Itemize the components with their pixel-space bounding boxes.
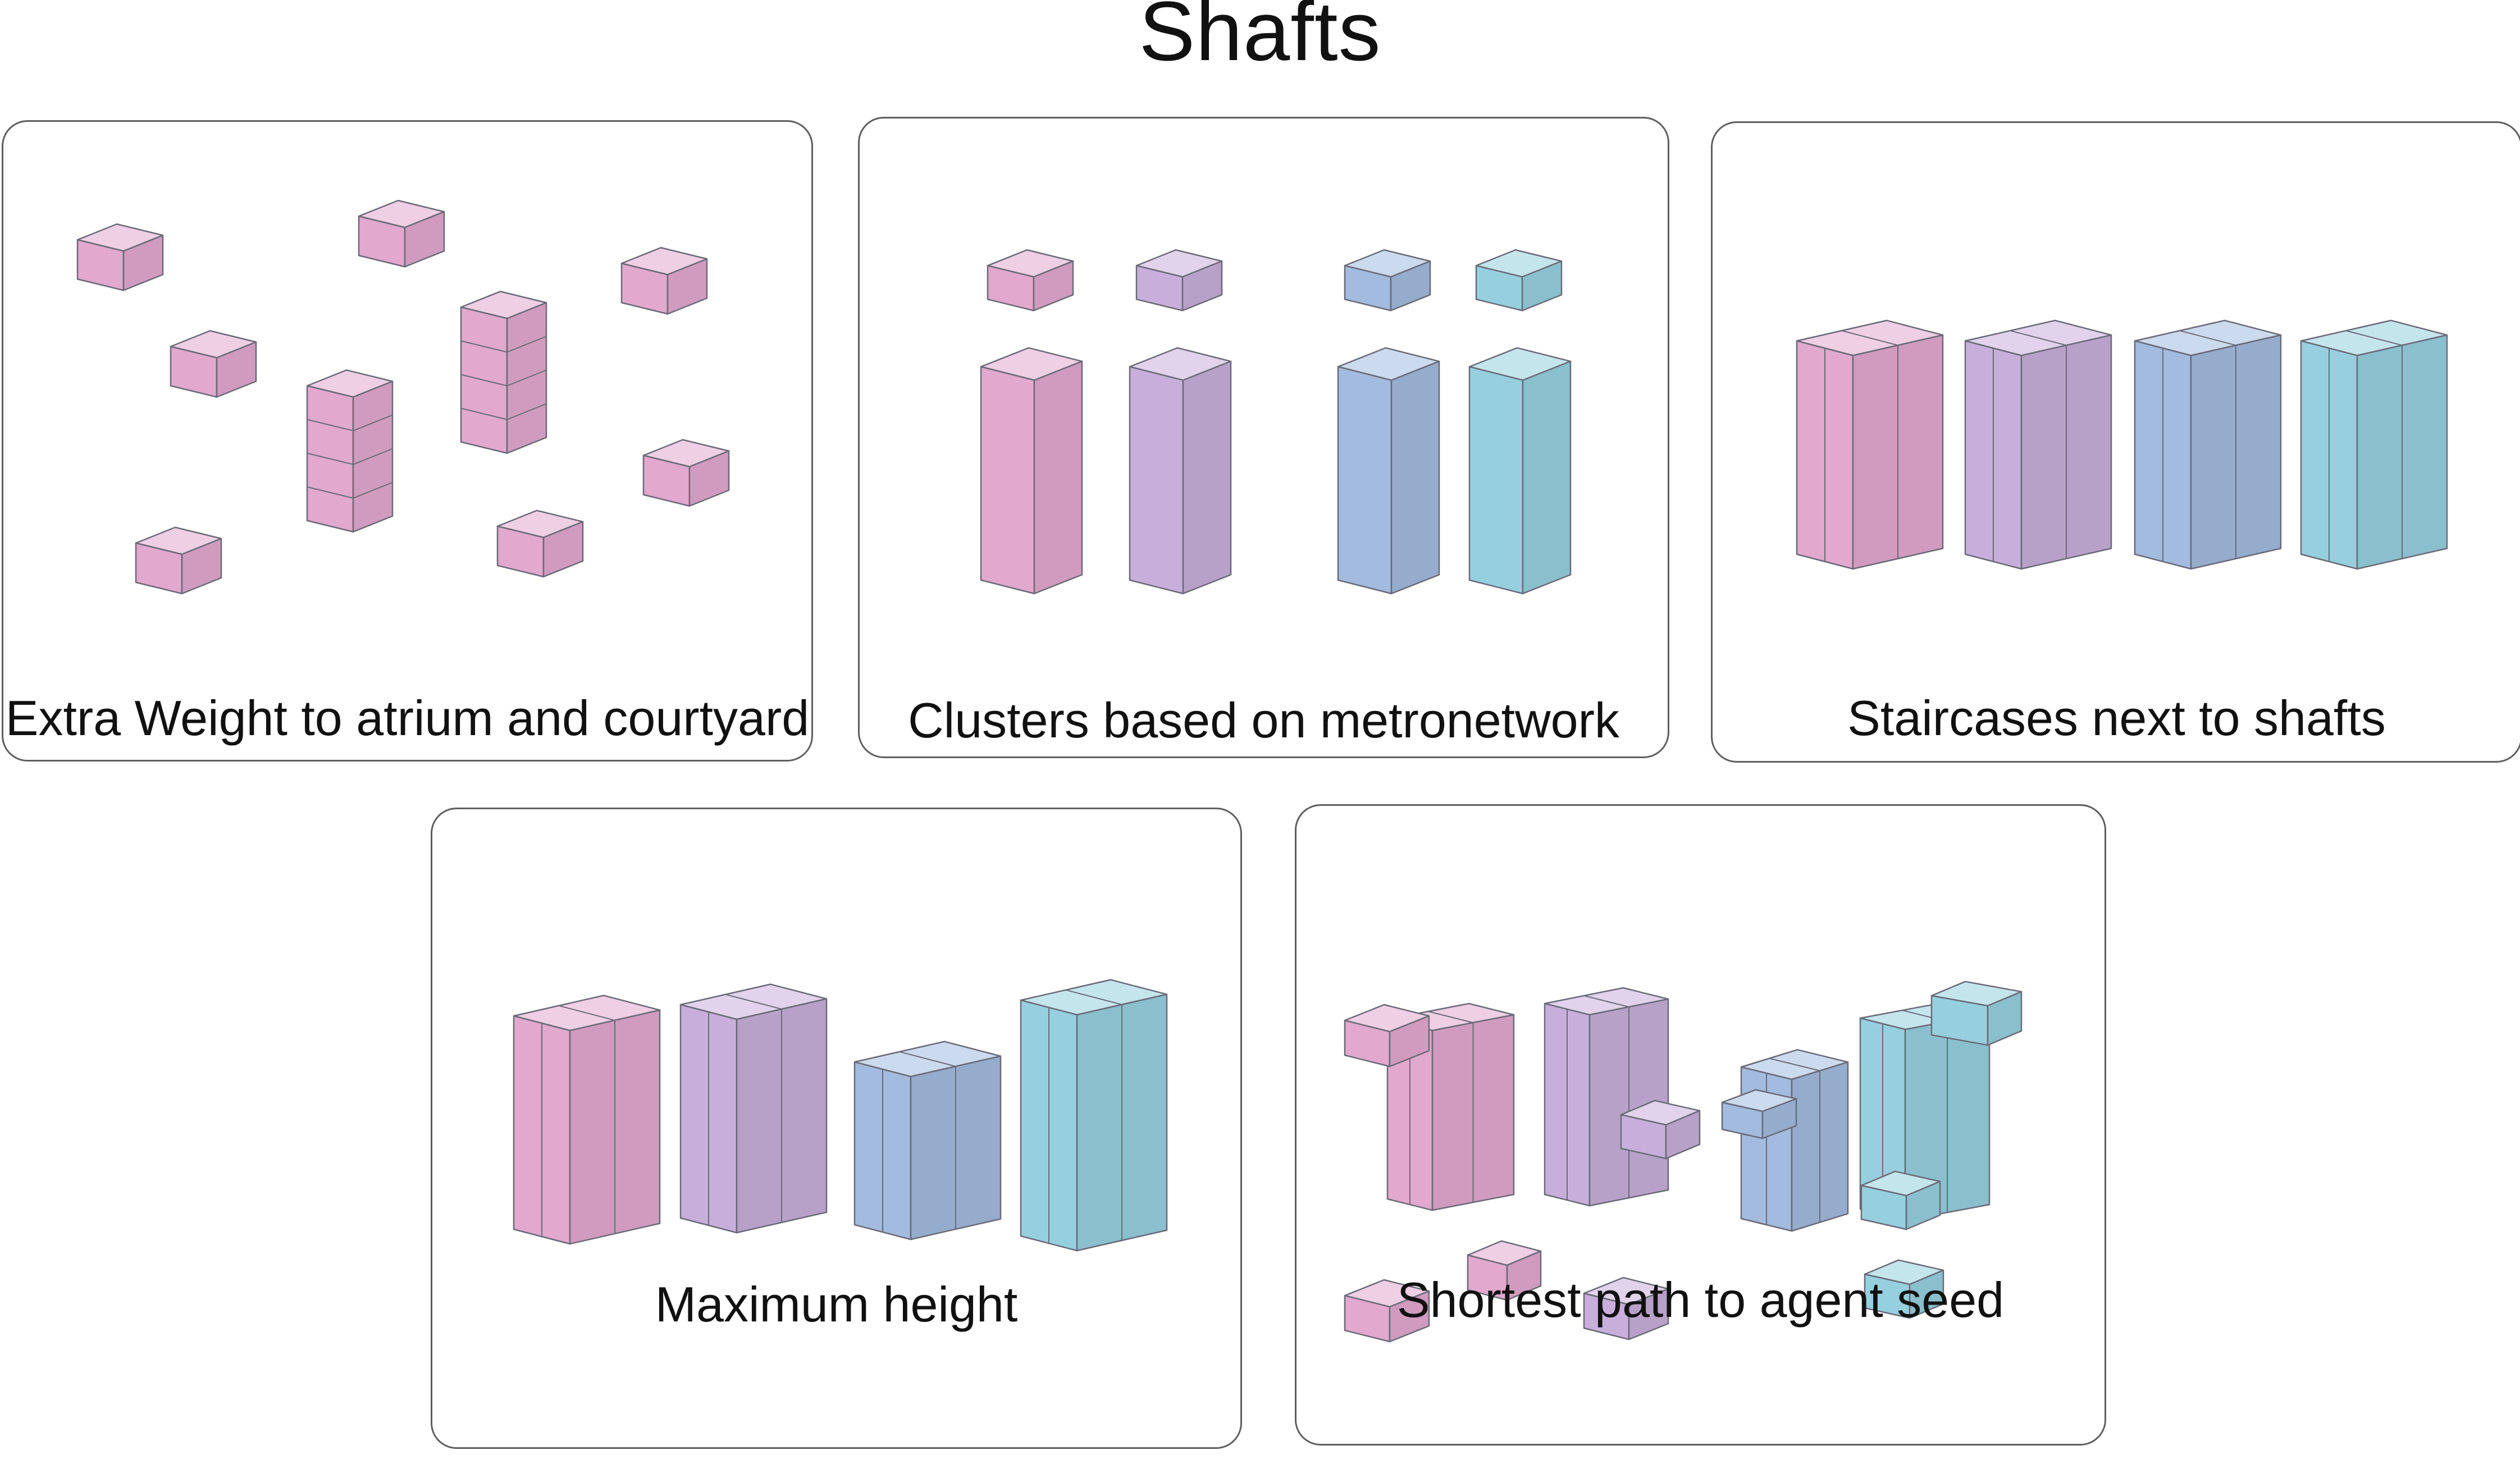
panel-atrium-courtyard: Extra Weight to atrium and courtyard bbox=[2, 120, 813, 762]
panel-caption: Extra Weight to atrium and courtyard bbox=[5, 690, 810, 746]
cubes-illustration bbox=[513, 979, 1168, 1252]
cubes-illustration bbox=[1796, 320, 2448, 570]
page-title: Shafts bbox=[1139, 0, 1381, 78]
panel-maximum-height: Maximum height bbox=[431, 808, 1242, 1449]
panel-caption: Maximum height bbox=[655, 1276, 1018, 1332]
panel-caption: Shortest path to agent seed bbox=[1396, 1272, 2005, 1328]
panel-caption: Staircases next to shafts bbox=[1847, 690, 2386, 746]
panel-staircases: Staircases next to shafts bbox=[1711, 121, 2520, 763]
panel-metronetwork-clusters: Clusters based on metronetwork bbox=[858, 117, 1669, 758]
cubes-illustration bbox=[76, 199, 730, 595]
cubes-illustration bbox=[1344, 981, 2023, 1343]
cubes-illustration bbox=[980, 249, 1572, 595]
panel-shortest-path: Shortest path to agent seed bbox=[1295, 804, 2106, 1446]
panel-caption: Clusters based on metronetwork bbox=[908, 692, 1619, 748]
